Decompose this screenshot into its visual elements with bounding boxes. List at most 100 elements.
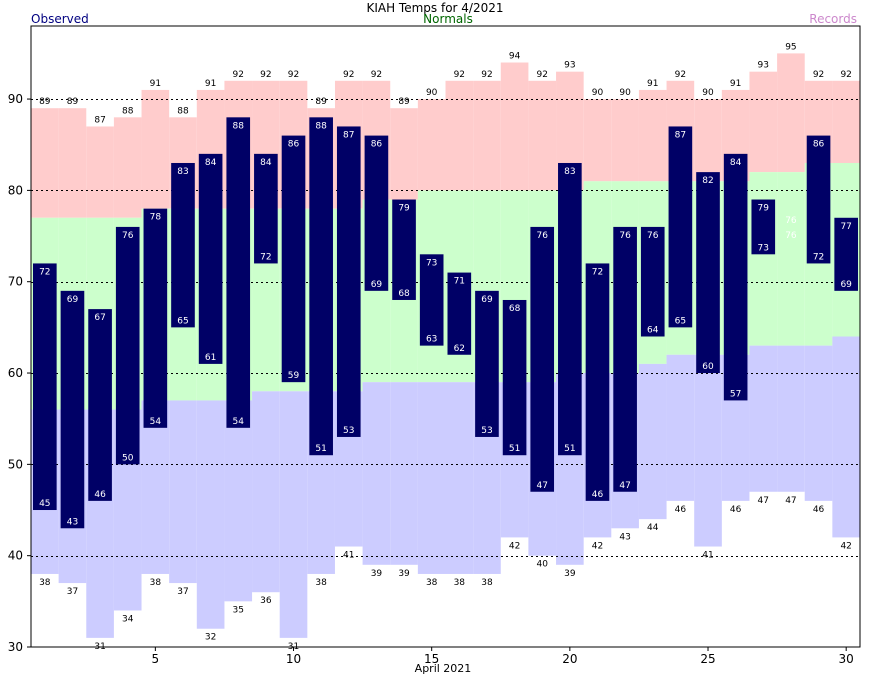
- record-high-band: [528, 80, 557, 191]
- observed-bar: [392, 199, 416, 300]
- observed-bar: [585, 263, 610, 501]
- observed-high-label: 76: [619, 231, 631, 241]
- record-high-band: [611, 99, 639, 182]
- record-low-label: 41: [343, 551, 354, 561]
- record-high-band: [31, 108, 59, 218]
- record-low-band: [749, 345, 778, 492]
- record-high-label: 92: [260, 70, 271, 80]
- record-low-band: [445, 382, 474, 574]
- record-low-band: [362, 382, 391, 565]
- observed-low-label: 62: [454, 344, 465, 354]
- record-high-label: 93: [564, 61, 575, 71]
- record-high-label: 91: [150, 79, 161, 89]
- plot-frame: [30, 25, 861, 648]
- record-low-label: 42: [840, 541, 851, 551]
- observed-high-label: 67: [94, 313, 105, 323]
- record-high-label: 94: [509, 52, 521, 62]
- observed-low-label: 43: [67, 517, 78, 527]
- record-high-label: 92: [840, 70, 851, 80]
- observed-high-label: 86: [813, 140, 825, 150]
- record-high-label: 92: [536, 70, 547, 80]
- record-high-band: [832, 80, 860, 163]
- record-high-label: 95: [785, 42, 796, 52]
- record-high-label: 92: [481, 70, 492, 80]
- normal-band: [777, 172, 805, 346]
- observed-high-label: 83: [564, 167, 575, 177]
- observed-bar: [336, 126, 361, 437]
- observed-high-label: 69: [481, 295, 493, 305]
- observed-low-label: 51: [509, 444, 520, 454]
- observed-low-label: 63: [426, 335, 437, 345]
- record-low-label: 44: [647, 523, 659, 533]
- record-low-band: [252, 391, 280, 593]
- y-tick-label: 60: [8, 366, 23, 380]
- observed-high-label: 88: [315, 121, 327, 131]
- y-tick-label: 80: [8, 183, 23, 197]
- record-low-band: [694, 354, 722, 547]
- observed-low-label: 45: [39, 499, 50, 509]
- record-high-label: 91: [205, 79, 216, 89]
- observed-bar: [281, 135, 306, 383]
- observed-low-label: 68: [398, 289, 410, 299]
- observed-high-label: 78: [150, 213, 162, 223]
- observed-bar: [309, 117, 333, 456]
- record-high-band: [583, 99, 612, 182]
- observed-high-label: 88: [233, 121, 245, 131]
- record-low-label: 36: [260, 596, 272, 606]
- legend-observed: Observed: [31, 12, 89, 26]
- x-tick-label: 20: [562, 652, 577, 666]
- observed-high-label: 69: [67, 295, 79, 305]
- observed-high-label: 79: [398, 204, 410, 214]
- record-low-label: 40: [536, 560, 548, 570]
- x-tick-label: 25: [700, 652, 715, 666]
- record-low-band: [666, 354, 695, 501]
- observed-high-label: 87: [343, 130, 354, 140]
- observed-low-label: 53: [481, 426, 492, 436]
- record-low-label: 42: [592, 541, 603, 551]
- observed-bar: [447, 272, 472, 355]
- record-low-band: [638, 363, 667, 520]
- observed-bar: [143, 208, 168, 428]
- observed-bar: [198, 153, 223, 364]
- observed-bar: [751, 199, 776, 255]
- observed-bar: [502, 299, 527, 456]
- record-low-label: 43: [619, 532, 630, 542]
- axes: 30 40 50 60 70 80 90 5 10 15 20 25 30: [8, 92, 854, 666]
- observed-low-label: 47: [536, 481, 547, 491]
- record-low-label: 38: [39, 578, 51, 588]
- record-low-label: 41: [702, 551, 713, 561]
- legend-records: Records: [809, 12, 857, 26]
- record-low-band: [417, 382, 446, 574]
- record-high-label: 88: [177, 106, 189, 116]
- y-tick-label: 70: [8, 275, 23, 289]
- record-low-label: 38: [426, 578, 438, 588]
- record-high-label: 87: [94, 115, 105, 125]
- observed-low-label: 54: [150, 417, 162, 427]
- observed-low-label: 69: [371, 280, 383, 290]
- observed-low-label: 64: [647, 326, 659, 336]
- record-high-band: [638, 89, 667, 182]
- record-high-band: [473, 80, 501, 191]
- record-high-band: [86, 126, 114, 218]
- record-high-label: 92: [371, 70, 382, 80]
- observed-high-label: 83: [177, 167, 188, 177]
- record-high-band: [417, 99, 446, 191]
- observed-bar: [558, 162, 582, 456]
- record-low-band: [141, 400, 170, 574]
- record-high-band: [749, 71, 778, 173]
- record-high-band: [390, 108, 418, 200]
- observed-high-label: 82: [702, 176, 713, 186]
- observed-low-label: 73: [758, 243, 769, 253]
- y-tick-label: 50: [8, 457, 23, 471]
- observed-high-label: 77: [840, 222, 851, 232]
- record-low-label: 34: [122, 614, 134, 624]
- observed-bar: [33, 263, 57, 511]
- record-low-band: [224, 400, 253, 602]
- record-low-label: 47: [758, 496, 769, 506]
- observed-low-label: 53: [343, 426, 354, 436]
- record-low-label: 37: [67, 587, 78, 597]
- normal-band: [749, 172, 778, 346]
- observed-bar: [723, 153, 748, 401]
- record-low-label: 35: [233, 605, 244, 615]
- record-high-band: [58, 108, 87, 218]
